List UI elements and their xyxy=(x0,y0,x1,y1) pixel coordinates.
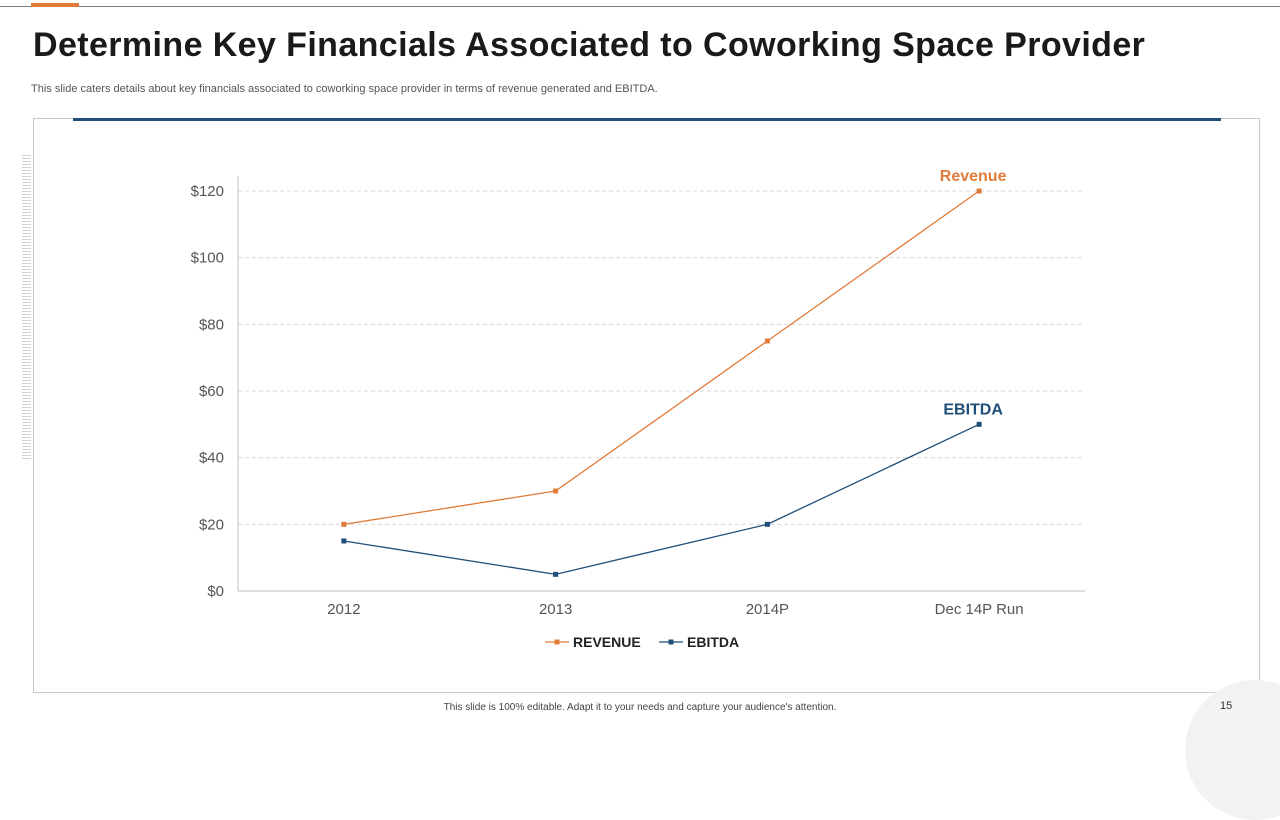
data-point-revenue xyxy=(764,338,770,344)
legend-marker-ebitda xyxy=(668,639,674,645)
y-tick-label: $20 xyxy=(199,516,224,533)
y-tick-label: $120 xyxy=(191,183,224,200)
data-point-revenue xyxy=(976,188,982,194)
y-tick-label: $0 xyxy=(207,583,224,600)
y-tick-label: $60 xyxy=(199,383,224,400)
chart-legend: REVENUE EBITDA xyxy=(545,634,739,650)
top-rule xyxy=(0,6,1280,7)
series-annotation-ebitda: EBITDA xyxy=(943,401,1003,418)
x-tick-label: 2012 xyxy=(327,601,360,618)
series-annotation-revenue: Revenue xyxy=(940,168,1007,185)
y-tick-label: $80 xyxy=(199,316,224,333)
chart-tick-labels: $0 $20 $40 $60 $80 $100 $120 2012 2013 2014P Dec 1… xyxy=(191,183,1024,618)
y-tick-label: $40 xyxy=(199,450,224,467)
y-tick-label: $100 xyxy=(191,250,224,267)
series-line-ebitda xyxy=(343,423,980,575)
footer-note: This slide is 100% editable. Adapt it to… xyxy=(443,702,837,713)
page-number: 15 xyxy=(1220,700,1233,712)
panel-header-bar xyxy=(73,118,1221,121)
data-point-ebitda xyxy=(553,571,559,577)
legend-label-revenue: REVENUE xyxy=(573,634,641,650)
slide-subtitle: This slide caters details about key fina… xyxy=(31,83,658,95)
data-point-revenue xyxy=(341,521,347,527)
data-point-ebitda xyxy=(976,421,982,427)
data-point-ebitda xyxy=(341,538,347,544)
x-tick-label: 2014P xyxy=(746,601,789,618)
legend-marker-revenue xyxy=(554,639,560,645)
data-point-ebitda xyxy=(764,521,770,527)
ruler-decoration xyxy=(22,155,31,461)
chart-annotations: Revenue EBITDA xyxy=(940,168,1007,418)
chart-series xyxy=(341,188,982,577)
slide-title: Determine Key Financials Associated to C… xyxy=(33,26,1146,64)
chart-axes xyxy=(237,176,1085,592)
top-accent-bar xyxy=(31,3,79,7)
chart-gridlines xyxy=(238,190,1085,525)
data-point-revenue xyxy=(553,488,559,494)
line-chart: $0 $20 $40 $60 $80 $100 $120 2012 2013 2014P Dec 1… xyxy=(191,168,1085,650)
x-tick-label: 2013 xyxy=(539,601,572,618)
x-tick-label: Dec 14P Run xyxy=(935,601,1024,618)
legend-label-ebitda: EBITDA xyxy=(687,634,739,650)
series-line-revenue xyxy=(343,190,980,525)
